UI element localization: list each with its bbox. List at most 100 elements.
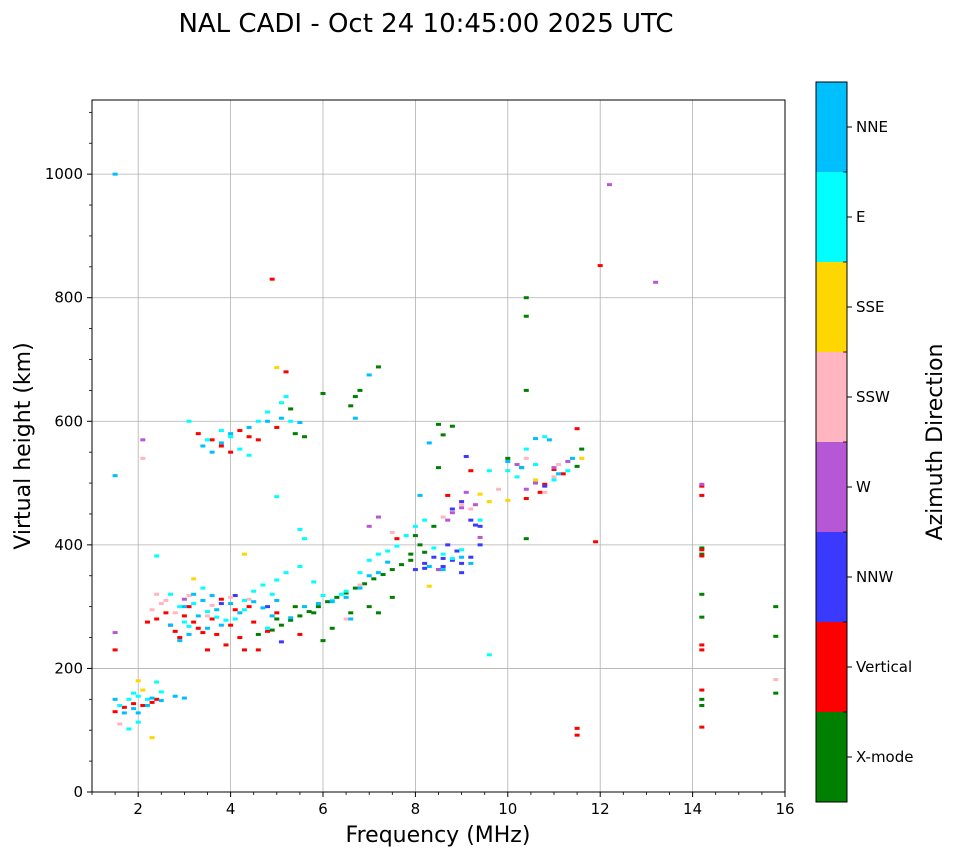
data-point-w [459, 506, 465, 510]
data-point-x-mode [315, 605, 321, 609]
data-point-vertical [246, 605, 252, 609]
data-point-e [205, 610, 210, 614]
x-tick-label: 10 [498, 800, 517, 818]
data-point-nne [366, 574, 372, 578]
data-point-ssw [556, 463, 562, 467]
data-point-w [436, 568, 441, 572]
data-point-x-mode [699, 552, 705, 556]
data-point-vertical [121, 705, 127, 709]
data-point-x-mode [352, 586, 358, 590]
data-point-vertical [699, 554, 705, 558]
data-points [112, 172, 779, 740]
data-point-vertical [177, 636, 183, 640]
data-point-e [523, 447, 529, 451]
data-point-e [375, 552, 381, 556]
data-point-e [565, 469, 571, 473]
data-point-e [117, 704, 123, 707]
data-point-vertical [144, 620, 150, 624]
data-point-x-mode [274, 617, 280, 621]
data-point-x-mode [773, 691, 779, 695]
data-point-e [135, 720, 141, 724]
y-tick-label: 0 [73, 783, 83, 801]
data-point-nne [505, 459, 511, 463]
data-point-vertical [237, 636, 243, 640]
data-point-w [472, 503, 478, 507]
data-point-x-mode [329, 626, 335, 630]
data-point-nnw [449, 558, 455, 562]
data-point-ssw [228, 595, 234, 599]
data-point-ssw [551, 475, 557, 479]
x-tick-label: 12 [591, 800, 610, 818]
grid-lines [92, 100, 785, 792]
data-point-vertical [218, 597, 224, 601]
data-point-x-mode [297, 614, 303, 618]
data-point-x-mode [371, 577, 377, 581]
data-point-ssw [343, 617, 349, 621]
data-point-sse [140, 688, 146, 692]
data-point-e [228, 435, 234, 439]
data-point-ssw [773, 678, 779, 682]
colorbar-segment [816, 262, 847, 352]
data-point-vertical [560, 472, 566, 476]
data-point-sse [274, 366, 280, 370]
data-point-x-mode [440, 433, 446, 437]
data-point-nne [426, 441, 432, 445]
data-point-x-mode [399, 563, 405, 567]
data-point-x-mode [366, 605, 372, 609]
data-point-e [311, 580, 317, 584]
data-point-nne [278, 416, 284, 420]
data-point-e [269, 592, 275, 596]
data-point-x-mode [523, 314, 529, 318]
data-point-e [403, 534, 409, 538]
data-point-vertical [112, 648, 118, 652]
colorbar-label: Vertical [856, 658, 912, 676]
x-tick-label: 2 [133, 800, 143, 818]
data-point-vertical [699, 484, 705, 488]
data-point-x-mode [412, 534, 418, 538]
data-point-nnw [422, 561, 428, 565]
data-point-e [412, 524, 418, 528]
data-point-ssw [140, 456, 146, 460]
data-point-nne [112, 697, 118, 701]
data-point-nne [168, 623, 174, 627]
data-point-x-mode [255, 632, 261, 636]
data-point-vertical [597, 264, 603, 268]
data-point-e [385, 549, 391, 553]
colorbar-segment [816, 352, 847, 442]
data-point-ssw [357, 583, 363, 587]
data-point-nne [468, 561, 474, 565]
data-point-vertical [154, 697, 160, 701]
data-point-nnw [459, 571, 465, 575]
data-point-nnw [449, 507, 455, 511]
data-point-e [297, 527, 303, 531]
data-point-nnw [459, 500, 465, 504]
data-point-x-mode [422, 550, 428, 554]
data-point-e [343, 589, 349, 593]
data-point-e [265, 410, 271, 414]
data-point-nne [556, 472, 562, 476]
data-point-nne [112, 474, 118, 478]
data-point-e [205, 438, 210, 442]
data-point-w [449, 511, 455, 515]
data-point-x-mode [389, 595, 395, 599]
data-point-x-mode [325, 600, 331, 604]
data-point-vertical [551, 467, 557, 471]
data-point-e [241, 608, 247, 612]
data-point-x-mode [574, 464, 580, 468]
chart-title: NAL CADI - Oct 24 10:45:00 2025 UTC [178, 9, 673, 39]
data-point-vertical [223, 643, 229, 647]
data-point-vertical [445, 493, 451, 497]
data-point-e [168, 592, 174, 596]
data-point-nne [172, 694, 178, 698]
data-point-w [606, 183, 612, 187]
data-point-x-mode [699, 697, 705, 701]
data-point-nne [218, 441, 224, 445]
data-point-e [357, 571, 363, 575]
data-point-nne [315, 602, 321, 606]
data-point-x-mode [436, 466, 441, 470]
data-point-e [131, 691, 137, 695]
data-point-w [551, 466, 557, 470]
data-point-w [565, 459, 571, 463]
y-tick-label: 600 [54, 412, 83, 430]
